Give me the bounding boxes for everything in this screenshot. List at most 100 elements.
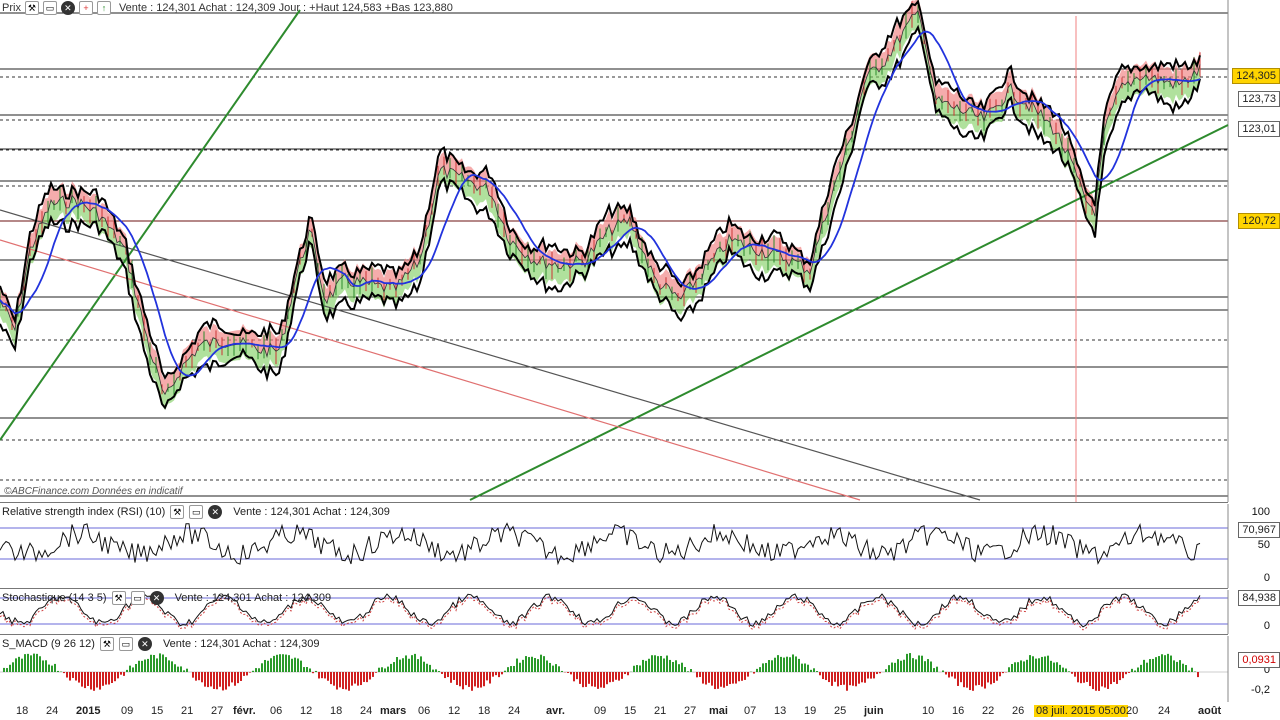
gray-trendline (0, 209, 981, 501)
time-axis-label: avr. (546, 705, 565, 717)
maximize-icon[interactable]: ▭ (189, 505, 204, 519)
time-axis-label: 22 (982, 705, 995, 717)
stoch-tick-0: 0 (1263, 620, 1270, 632)
trend-lines (0, 9, 1229, 501)
moving-average-line (0, 30, 1201, 377)
time-axis-label: 12 (448, 705, 461, 717)
macd-tick-0: 0 (1263, 664, 1270, 676)
time-axis-label: 20 (1126, 705, 1139, 717)
time-axis-label: févr. (233, 705, 256, 717)
time-axis-label: 06 (270, 705, 283, 717)
price-panel-name: Prix (2, 2, 21, 14)
close-icon[interactable]: ✕ (60, 1, 75, 15)
panel-divider (0, 502, 1228, 503)
price-chart[interactable] (0, 0, 1280, 502)
rsi-line (0, 522, 1201, 566)
stoch-line (0, 593, 1201, 628)
stochastic-chart[interactable] (0, 590, 1280, 634)
time-axis-label: 24 (46, 705, 59, 717)
green-trendline (469, 124, 1229, 501)
price-toolbar: Prix ⚒ ▭ ✕ + ↑ Vente : 124,301 Achat : 1… (2, 0, 453, 16)
lower-band-tag: 123,01 (1238, 121, 1280, 137)
time-axis-label: 06 (418, 705, 431, 717)
rsi-tick-100: 100 (1251, 506, 1270, 518)
time-axis-label: 27 (211, 705, 224, 717)
price-bands (0, 0, 1200, 411)
price-panel[interactable]: Prix ⚒ ▭ ✕ + ↑ Vente : 124,301 Achat : 1… (0, 0, 1280, 502)
rsi-value-tag: 70,967 (1238, 522, 1280, 538)
watermark: ©ABCFinance.com Données en indicatif (4, 486, 183, 497)
upper-envelope-line (0, 0, 1201, 380)
wrench-icon[interactable]: ⚒ (24, 1, 39, 15)
time-axis-label: 21 (181, 705, 194, 717)
maximize-icon[interactable]: ▭ (118, 637, 133, 651)
time-axis-label: 09 (121, 705, 134, 717)
time-axis: 18 24 2015 09 15 21 27 févr. 06 12 18 24 mars 06 12 18 2… (0, 702, 1280, 720)
close-icon[interactable]: ✕ (149, 591, 164, 605)
macd-header: S_MACD (9 26 12) ⚒ ▭ ✕ Vente : 124,301 A… (2, 636, 320, 652)
time-axis-label: 13 (774, 705, 787, 717)
time-axis-label: mars (380, 705, 407, 717)
time-axis-label: 09 (594, 705, 607, 717)
rsi-chart[interactable] (0, 504, 1280, 588)
wrench-icon[interactable]: ⚒ (170, 505, 185, 519)
time-axis-label: 07 (744, 705, 757, 717)
rsi-panel[interactable]: Relative strength index (RSI) (10) ⚒ ▭ ✕… (0, 504, 1280, 588)
rsi-title: Relative strength index (RSI) (10) (2, 506, 166, 518)
price-line (0, 9, 1201, 396)
close-icon[interactable]: ✕ (208, 505, 223, 519)
wrench-icon[interactable]: ⚒ (111, 591, 126, 605)
current-price-tag: 124,305 (1232, 68, 1280, 84)
macd-value-tag: 0,0931 (1238, 652, 1280, 668)
red-trendline (0, 239, 861, 501)
rsi-line (0, 504, 1229, 588)
stochastic-header: Stochastique (14 3 5) ⚒ ▭ ✕ Vente : 124,… (2, 590, 331, 606)
time-axis-label: 08 juil. 2015 05:00 (1034, 705, 1128, 717)
close-icon[interactable]: ✕ (137, 637, 152, 651)
time-axis-label: 19 (804, 705, 817, 717)
panel-divider (0, 588, 1228, 589)
time-axis-label: 24 (360, 705, 373, 717)
time-axis-label: août (1198, 705, 1222, 717)
macd-quote: Vente : 124,301 Achat : 124,309 (162, 638, 320, 650)
rsi-header: Relative strength index (RSI) (10) ⚒ ▭ ✕… (2, 504, 390, 520)
time-axis-label: mai (709, 705, 728, 717)
stochastic-lines (0, 590, 1229, 634)
ma-value-tag: 123,73 (1238, 91, 1280, 107)
time-axis-label: 15 (624, 705, 637, 717)
stochastic-value-tag: 84,938 (1238, 590, 1280, 606)
time-axis-label: 18 (330, 705, 343, 717)
rsi-quote: Vente : 124,301 Achat : 124,309 (233, 506, 390, 518)
time-axis-label: 21 (654, 705, 667, 717)
time-axis-label: 25 (834, 705, 847, 717)
rsi-tick-0: 0 (1263, 572, 1270, 584)
macd-tick-minus: -0,2 (1251, 684, 1270, 696)
price-quote: Vente : 124,301 Achat : 124,309 Jour : +… (118, 2, 453, 14)
stoch-signal-line (0, 596, 1201, 631)
wrench-icon[interactable]: ⚒ (99, 637, 114, 651)
time-axis-label: 27 (684, 705, 697, 717)
macd-chart[interactable] (0, 636, 1280, 702)
lower-band (0, 10, 1200, 411)
time-axis-label: 10 (922, 705, 935, 717)
stochastic-panel[interactable]: Stochastique (14 3 5) ⚒ ▭ ✕ Vente : 124,… (0, 590, 1280, 634)
time-axis-label: 16 (952, 705, 965, 717)
time-axis-label: 24 (508, 705, 521, 717)
maximize-icon[interactable]: ▭ (42, 1, 57, 15)
time-axis-label: 15 (151, 705, 164, 717)
time-axis-label: juin (864, 705, 884, 717)
time-axis-label: 18 (16, 705, 29, 717)
macd-title: S_MACD (9 26 12) (2, 638, 95, 650)
green-trendline (0, 9, 301, 441)
macd-histogram (0, 636, 1229, 702)
price-lines (0, 0, 1201, 410)
macd-panel[interactable]: S_MACD (9 26 12) ⚒ ▭ ✕ Vente : 124,301 A… (0, 636, 1280, 702)
trend-up-icon[interactable]: ↑ (96, 1, 111, 15)
stochastic-quote: Vente : 124,301 Achat : 124,309 (174, 592, 332, 604)
time-axis-label: 2015 (76, 705, 101, 717)
support-tag: 120,72 (1238, 213, 1280, 229)
time-axis-label: 18 (478, 705, 491, 717)
maximize-icon[interactable]: ▭ (130, 591, 145, 605)
add-indicator-icon[interactable]: + (78, 1, 93, 15)
lower-envelope-line (0, 24, 1201, 410)
